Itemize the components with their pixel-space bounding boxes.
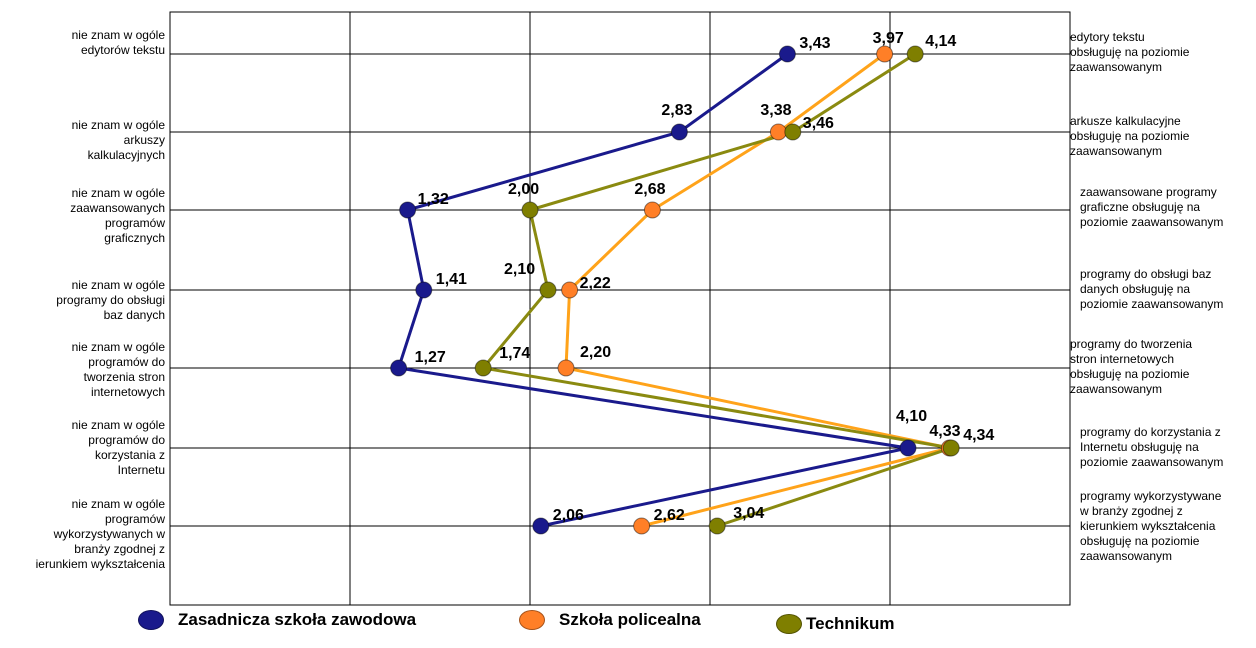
series-3-point-3 xyxy=(521,201,539,219)
data-label-series-1-5: 1,27 xyxy=(415,349,446,366)
data-label-series-3-3: 2,00 xyxy=(508,181,539,198)
data-label-series-1-6: 4,10 xyxy=(896,408,927,425)
right-label-2: arkusze kalkulacyjne obsługuję na poziomi… xyxy=(1070,114,1190,158)
series-3-point-5 xyxy=(474,359,492,377)
data-label-series-2-6: 4,33 xyxy=(929,423,960,440)
data-label-series-1-1: 3,43 xyxy=(799,35,830,52)
data-label-series-3-7: 3,04 xyxy=(733,505,764,522)
series-1-point-3 xyxy=(399,201,417,219)
right-label-3: zaawansowane programy graficzne obsługuję… xyxy=(1080,185,1224,229)
data-label-series-2-7: 2,62 xyxy=(654,507,685,524)
series-1-point-5 xyxy=(390,359,408,377)
legend-item-technikum: Technikum xyxy=(776,614,894,634)
series-1-point-1 xyxy=(778,45,796,63)
series-2-point-4 xyxy=(561,281,579,299)
series-3-point-1 xyxy=(906,45,924,63)
legend-marker-zsz xyxy=(138,610,164,630)
series-3-point-4 xyxy=(539,281,557,299)
left-label-5: nie znam w ogóle programów do tworzenia st… xyxy=(71,340,165,399)
legend-marker-policealna xyxy=(519,610,545,630)
right-label-6: programy do korzystania z Internetu obsłu… xyxy=(1080,425,1224,469)
legend-label-zsz: Zasadnicza szkoła zawodowa xyxy=(178,610,417,629)
series-2-point-2 xyxy=(769,123,787,141)
left-label-2: nie znam w ogóle arkuszy kalkulacyjnych xyxy=(71,118,165,162)
data-label-series-2-3: 2,68 xyxy=(634,181,665,198)
legend-item-policealna: Szkoła policealna xyxy=(519,610,701,630)
legend-marker-technikum xyxy=(776,614,802,634)
right-label-4: programy do obsługi baz danych obsługuję … xyxy=(1080,267,1224,311)
series-1-point-4 xyxy=(415,281,433,299)
legend-label-technikum: Technikum xyxy=(806,614,895,633)
left-label-4: nie znam w ogóle programy do obsługi baz d… xyxy=(56,278,165,322)
series-1-point-6 xyxy=(899,439,917,457)
series-2-point-1 xyxy=(876,45,894,63)
data-label-series-2-2: 3,38 xyxy=(760,102,791,119)
data-label-series-3-4: 2,10 xyxy=(504,261,535,278)
data-label-series-1-3: 1,32 xyxy=(418,191,449,208)
right-label-7: programy wykorzystywane w branży zgodnej … xyxy=(1080,489,1222,563)
data-label-series-1-4: 1,41 xyxy=(436,271,467,288)
left-label-7: nie znam w ogóle programów wykorzystywanyc… xyxy=(35,497,165,571)
right-label-1: edytory tekstu obsługuję na poziomie zaawa… xyxy=(1070,30,1190,74)
series-2-point-3 xyxy=(643,201,661,219)
plot-frame xyxy=(169,11,1071,606)
right-label-5: programy do tworzenia stron internetowych… xyxy=(1070,337,1193,396)
data-label-series-2-5: 2,20 xyxy=(580,344,611,361)
series-2-point-5 xyxy=(557,359,575,377)
series-3-point-7 xyxy=(708,517,726,535)
legend-label-policealna: Szkoła policealna xyxy=(559,610,701,629)
left-label-3: nie znam w ogóle zaawansowanych programów g… xyxy=(70,186,165,245)
series-3-point-6 xyxy=(942,439,960,457)
series-1-point-7 xyxy=(532,517,550,535)
data-label-series-3-5: 1,74 xyxy=(499,345,530,362)
left-label-6: nie znam w ogóle programów do korzystania … xyxy=(71,418,165,477)
data-label-series-2-1: 3,97 xyxy=(873,30,904,47)
data-label-series-3-1: 4,14 xyxy=(925,33,956,50)
series-3-point-2 xyxy=(784,123,802,141)
data-label-series-3-6: 4,34 xyxy=(963,427,994,444)
data-label-series-1-7: 2,06 xyxy=(553,507,584,524)
data-label-series-2-4: 2,22 xyxy=(580,275,611,292)
left-label-1: nie znam w ogóle edytorów tekstu xyxy=(71,28,165,57)
series-1-point-2 xyxy=(670,123,688,141)
data-label-series-1-2: 2,83 xyxy=(661,102,692,119)
legend-item-zsz: Zasadnicza szkoła zawodowa xyxy=(138,610,416,630)
series-2-point-7 xyxy=(633,517,651,535)
data-label-series-3-2: 3,46 xyxy=(803,115,834,132)
